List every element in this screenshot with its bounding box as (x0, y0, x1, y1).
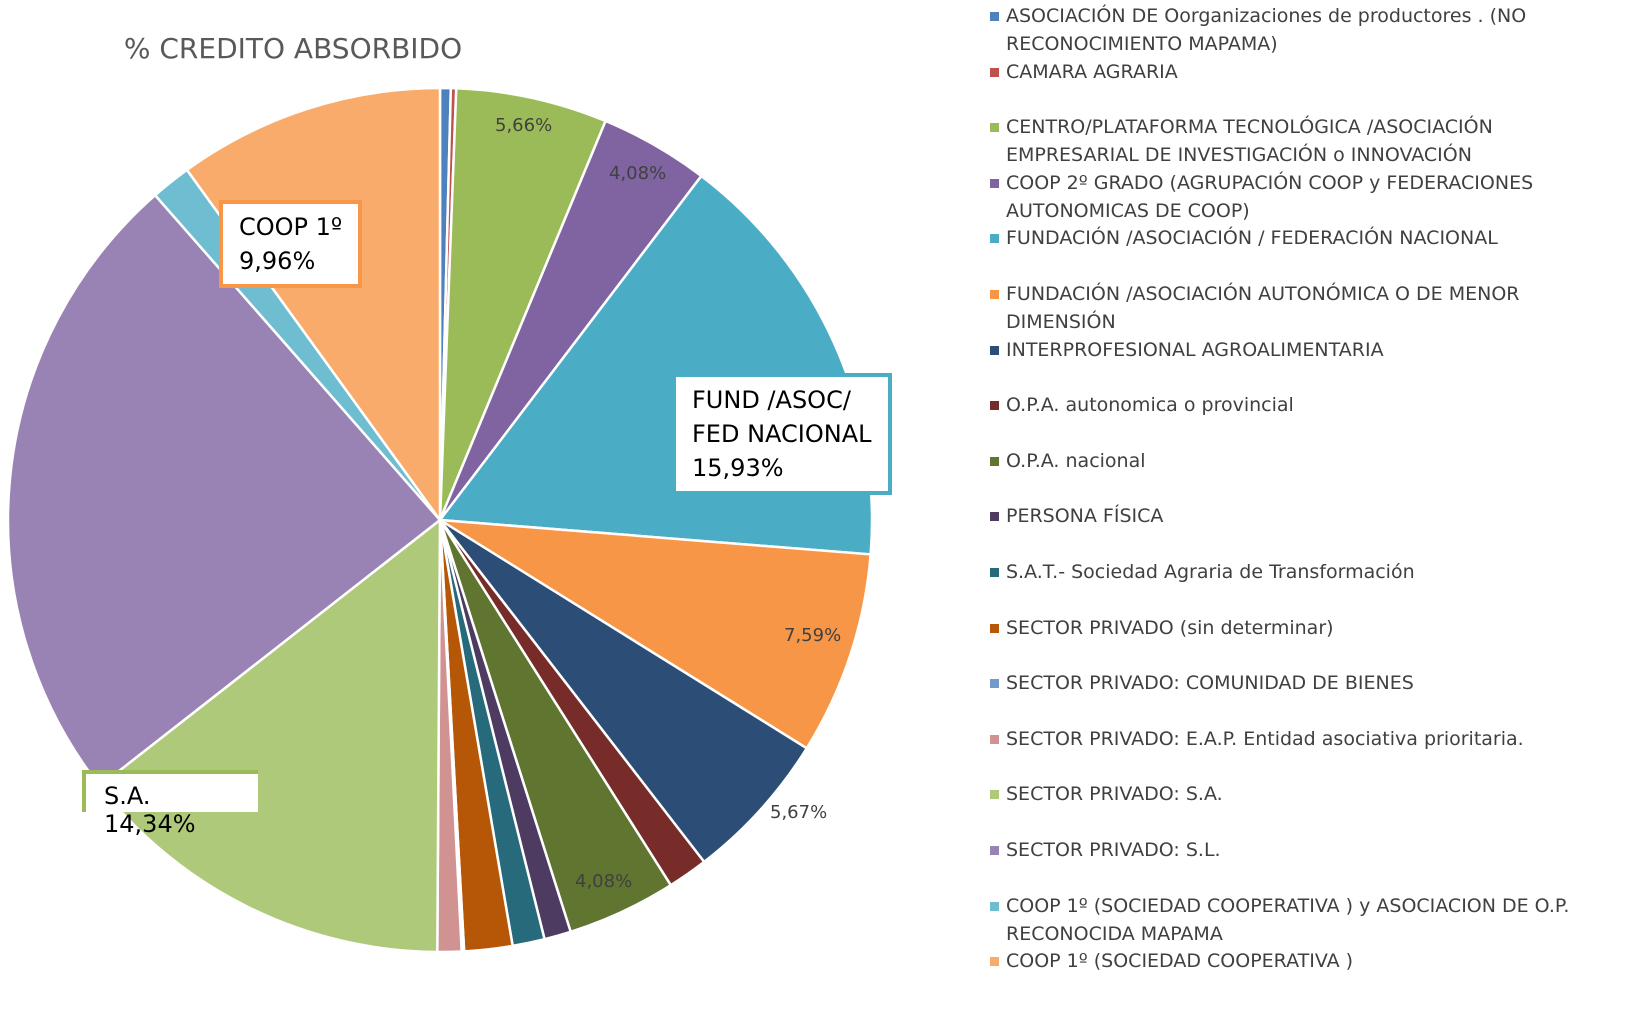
legend-swatch (990, 679, 999, 689)
legend-entry: ASOCIACIÓN DE Oorganizaciones de product… (1006, 5, 1527, 55)
legend-entry: SECTOR PRIVADO: COMUNIDAD DE BIENES (1006, 672, 1414, 695)
data-label: COOP 1º 9,96% (219, 200, 363, 288)
legend-entry: COOP 1º (SOCIEDAD COOPERATIVA ) (1006, 950, 1354, 973)
legend-swatch (990, 623, 999, 633)
legend-entry: FUNDACIÓN /ASOCIACIÓN / FEDERACIÓN NACIO… (1006, 227, 1498, 250)
pie-slice (438, 87, 608, 521)
legend-swatch (990, 290, 999, 299)
legend-entry: COOP 2º GRADO (AGRUPACIÓN COOP y FEDERAC… (1006, 171, 1534, 222)
legend-swatch (990, 456, 999, 466)
pie-slice (185, 86, 442, 524)
pie-slice (6, 193, 442, 788)
data-label: 7,59% (784, 625, 842, 646)
legend-swatch (990, 568, 999, 577)
legend-swatch (990, 234, 999, 244)
legend-entry: SECTOR PRIVADO: E.A.P. Entidad asociativ… (1006, 727, 1524, 750)
legend-entry: S.A.T.- Sociedad Agraria de Transformaci… (1006, 561, 1415, 583)
legend-swatch (990, 846, 999, 855)
legend-swatch (990, 790, 999, 800)
data-label: FUND /ASOC/ FED NACIONAL 15,93% (672, 373, 892, 495)
pie-slice (439, 518, 872, 750)
legend-swatch (990, 401, 999, 411)
data-label: 4,08% (575, 871, 633, 892)
legend-entry: O.P.A. autonomica o provincial (1006, 394, 1294, 417)
legend-entry: SECTOR PRIVADO: S.A. (1006, 783, 1223, 806)
legend-swatch (990, 957, 999, 967)
data-label: 5,66% (495, 115, 553, 136)
legend-entry: SECTOR PRIVADO (sin determinar) (1006, 616, 1334, 639)
legend-entry: O.P.A. nacional (1006, 449, 1146, 472)
legend-swatch (990, 123, 999, 133)
legend-swatch (990, 345, 999, 355)
legend-entry: COOP 1º (SOCIEDAD COOPERATIVA ) y ASOCIA… (1006, 894, 1570, 945)
data-label: S.A. 14,34% (82, 770, 258, 838)
legend-swatch (990, 734, 999, 744)
legend-entry: SECTOR PRIVADO: S.L. (1006, 839, 1221, 861)
data-label: 5,67% (770, 802, 828, 823)
legend-swatch (990, 67, 999, 77)
legend-entry: PERSONA FÍSICA (1006, 505, 1164, 528)
legend-swatch (990, 12, 999, 21)
legend-swatch (990, 512, 999, 522)
pie-slice (97, 517, 442, 954)
pie-slice (439, 518, 809, 864)
legend-swatch (990, 178, 999, 188)
data-label: 4,08% (609, 163, 667, 184)
legend-entry: FUNDACIÓN /ASOCIACIÓN AUTONÓMICA O DE ME… (1006, 283, 1520, 333)
chart-title: % CREDITO ABSORBIDO (124, 32, 462, 65)
legend-entry: INTERPROFESIONAL AGROALIMENTARIA (1006, 338, 1384, 361)
legend-entry: CENTRO/PLATAFORMA TECNOLÓGICA /ASOCIACIÓ… (1006, 116, 1493, 167)
legend-swatch (990, 901, 999, 911)
legend-entry: CAMARA AGRARIA (1006, 60, 1178, 83)
